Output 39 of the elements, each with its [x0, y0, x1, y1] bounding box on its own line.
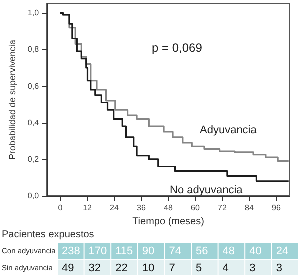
- text: 4: [222, 262, 229, 274]
- text: 40: [250, 246, 262, 258]
- series-label: Adyuvancia: [200, 124, 258, 136]
- text: 3: [276, 262, 283, 274]
- text: 10: [142, 262, 155, 274]
- x-tick-label: 36: [137, 204, 147, 212]
- y-tick-label: 0,0: [28, 192, 40, 200]
- y-tick-label: 0,8: [28, 45, 40, 54]
- x-axis-title: Tiempo (meses): [132, 216, 204, 228]
- text: 7: [169, 262, 176, 274]
- y-tick-label: 0,6: [28, 82, 40, 91]
- x-tick-label: 72: [218, 204, 228, 212]
- series-label: No adyuvancia: [170, 184, 244, 196]
- text: Pacientes expuestos: [2, 230, 94, 240]
- y-tick-label: 0,2: [28, 154, 40, 164]
- text: 74: [169, 246, 182, 258]
- text: 90: [142, 246, 155, 258]
- y-tick-label: 0,4: [28, 118, 40, 128]
- text: 5: [196, 262, 202, 274]
- text: 24: [276, 246, 289, 258]
- x-tick-label: 0: [58, 204, 64, 212]
- x-tick-label: 24: [110, 204, 120, 212]
- y-axis-title: Probabilidad de supervivencia: [8, 40, 18, 160]
- x-tick-label: 48: [164, 204, 174, 212]
- text: 48: [222, 246, 236, 258]
- x-tick-label: 60: [191, 204, 201, 212]
- text: 115: [116, 246, 134, 258]
- x-tick-label: 12: [83, 204, 93, 212]
- x-tick-label: 84: [245, 204, 254, 212]
- text: 3: [250, 262, 256, 274]
- x-tick-label: 96: [272, 204, 282, 212]
- annotation: p = 0,069: [152, 41, 203, 55]
- text: 170: [88, 246, 108, 258]
- text: 49: [62, 262, 74, 274]
- text: 22: [116, 262, 128, 274]
- text: 32: [88, 262, 102, 274]
- text: 56: [196, 246, 208, 258]
- y-tick-label: 1,0: [28, 8, 40, 18]
- text: 238: [62, 246, 80, 258]
